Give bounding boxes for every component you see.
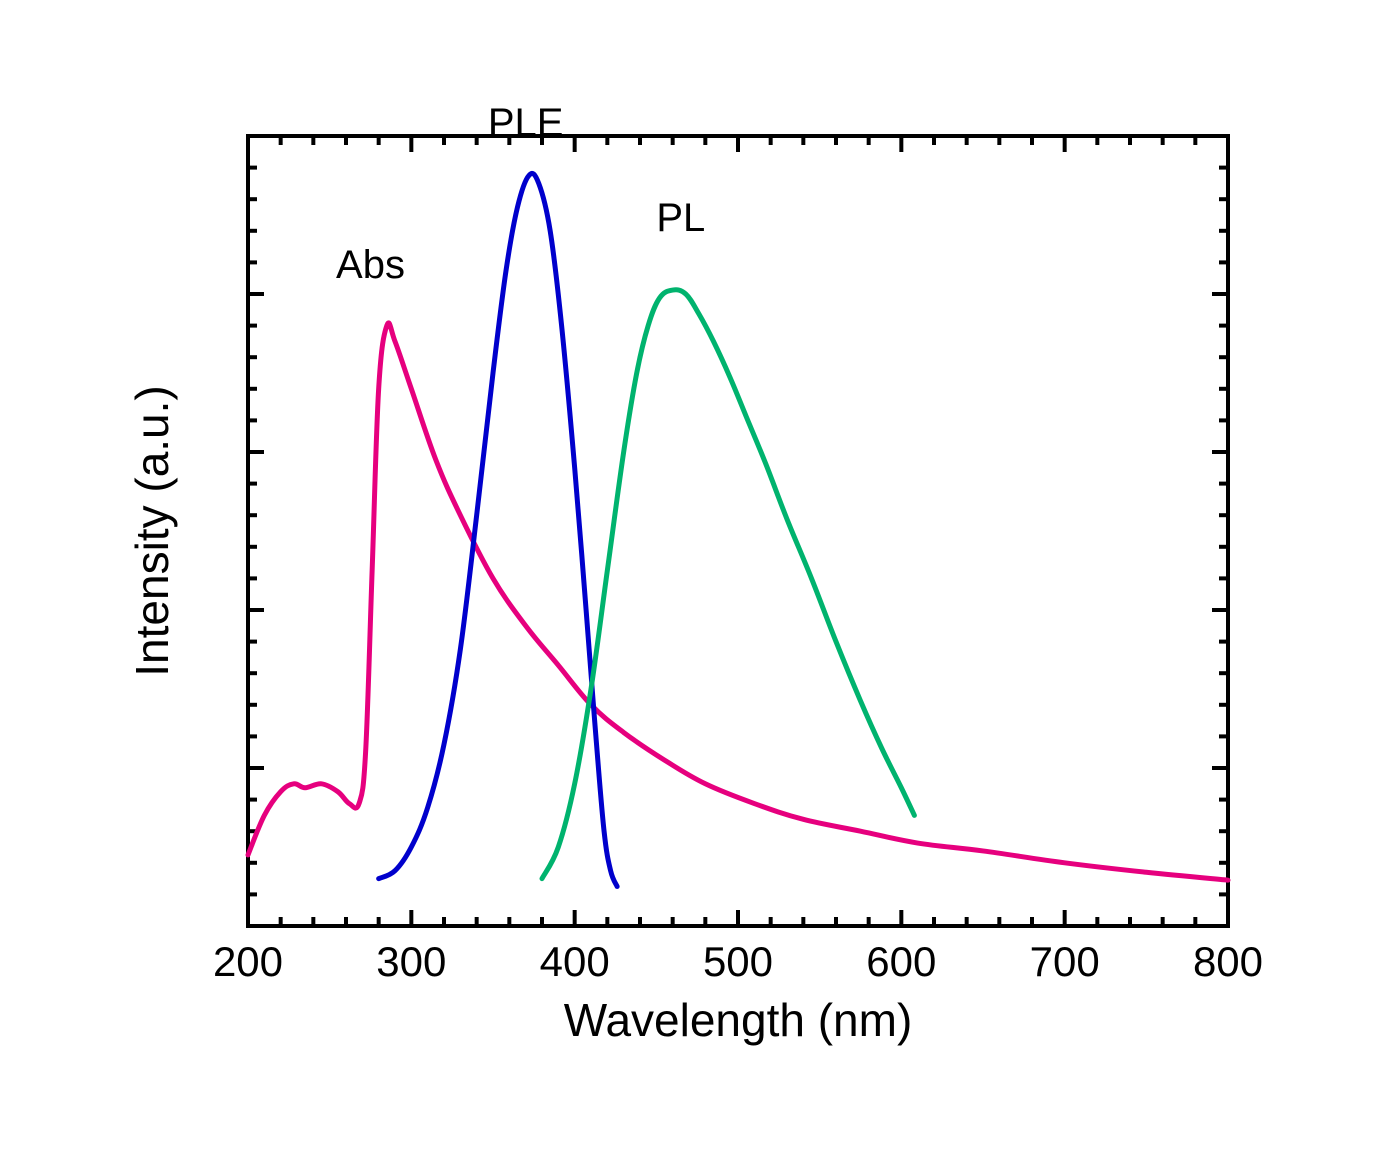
svg-text:300: 300 [376,938,446,985]
svg-text:Abs: Abs [336,243,405,287]
svg-text:400: 400 [540,938,610,985]
svg-text:Intensity (a.u.): Intensity (a.u.) [126,385,178,676]
svg-text:Wavelength (nm): Wavelength (nm) [564,994,913,1046]
svg-text:PLE: PLE [488,101,564,145]
svg-text:800: 800 [1193,938,1263,985]
spectral-chart: 200 300 400 500 600 700 800 Wavelength (nm) Inte… [88,76,1288,1076]
svg-text:600: 600 [866,938,936,985]
svg-text:PL: PL [656,195,705,239]
svg-text:700: 700 [1030,938,1100,985]
chart-svg: 200 300 400 500 600 700 800 Wavelength (nm) Inte… [88,76,1288,1076]
svg-text:500: 500 [703,938,773,985]
svg-text:200: 200 [213,938,283,985]
